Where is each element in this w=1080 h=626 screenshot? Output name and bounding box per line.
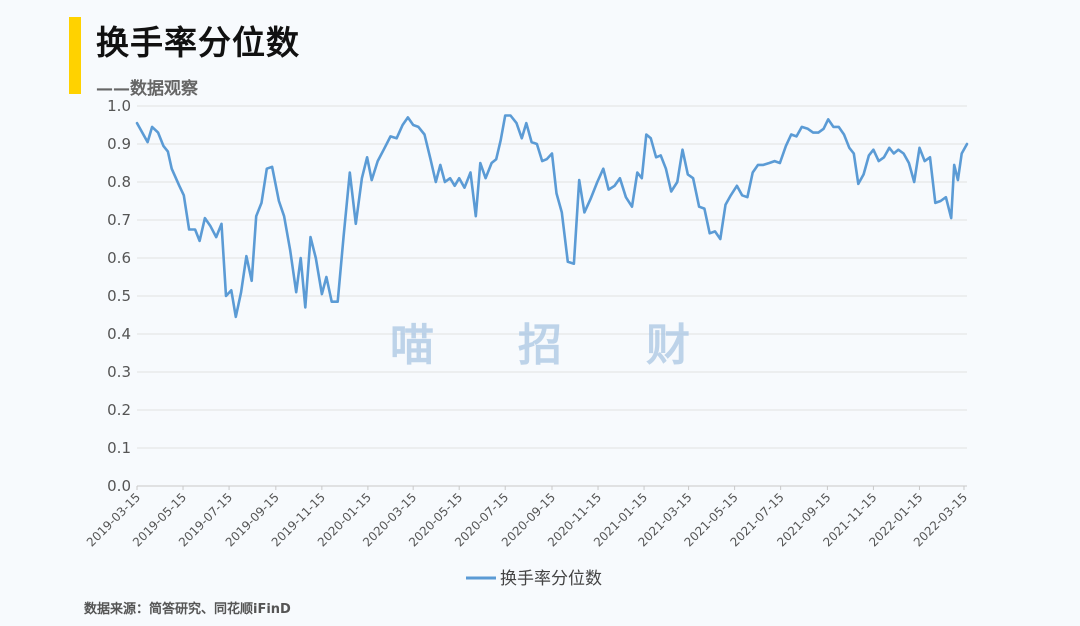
watermark: 喵招财 [390,320,690,371]
y-tick-label: 0.9 [107,135,131,153]
watermark-char: 招 [518,320,562,371]
page-title: 换手率分位数 [96,23,300,62]
watermark-char: 财 [646,320,690,371]
y-tick-label: 0.7 [107,211,131,229]
legend: 换手率分位数 [466,569,602,589]
series-line [135,114,969,319]
y-tick-label: 0.2 [107,401,131,419]
title-accent-bar [69,17,81,94]
y-tick-label: 0.6 [107,249,131,267]
y-axis-ticks: 0.0 0.1 0.2 0.3 0.4 0.5 0.6 0.7 0.8 0.9 1.0 [107,97,131,495]
y-tick-label: 1.0 [107,97,131,115]
x-axis-ticks: 2019-03-152019-05-152019-07-152019-09-15… [84,486,970,549]
watermark-char: 喵 [390,320,434,371]
y-tick-label: 0.0 [107,477,131,495]
grid-lines [137,105,967,487]
legend-label-series: 换手率分位数 [500,569,602,589]
y-tick-label: 0.1 [107,439,131,457]
y-tick-label: 0.5 [107,287,131,305]
series-layer [135,114,969,319]
y-tick-label: 0.4 [107,325,131,343]
y-tick-label: 0.8 [107,173,131,191]
y-tick-label: 0.3 [107,363,131,381]
page-subtitle: ——数据观察 [96,79,198,99]
data-source-note: 数据来源：简答研究、同花顺iFinD [84,602,291,617]
